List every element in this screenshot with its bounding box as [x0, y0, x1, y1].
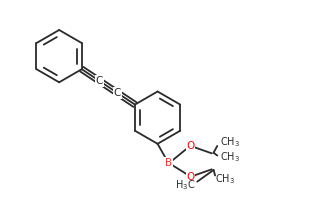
Text: CH$_3$: CH$_3$: [220, 135, 240, 149]
Text: O: O: [186, 172, 195, 182]
Text: B: B: [165, 158, 172, 168]
Text: H$_3$C: H$_3$C: [175, 178, 195, 192]
Text: C: C: [96, 76, 103, 86]
Text: CH$_3$: CH$_3$: [215, 172, 235, 186]
Text: C: C: [114, 88, 121, 98]
Text: O: O: [186, 141, 195, 151]
Text: CH$_3$: CH$_3$: [220, 150, 240, 164]
